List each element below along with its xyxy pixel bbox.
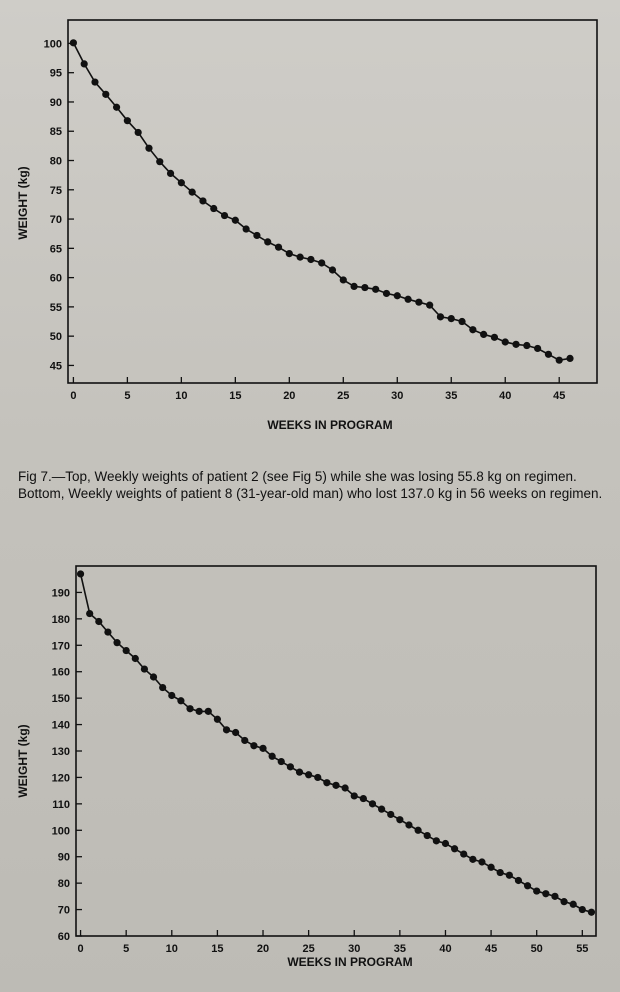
figure-caption: Fig 7.—Top, Weekly weights of patient 2 … bbox=[18, 469, 603, 501]
